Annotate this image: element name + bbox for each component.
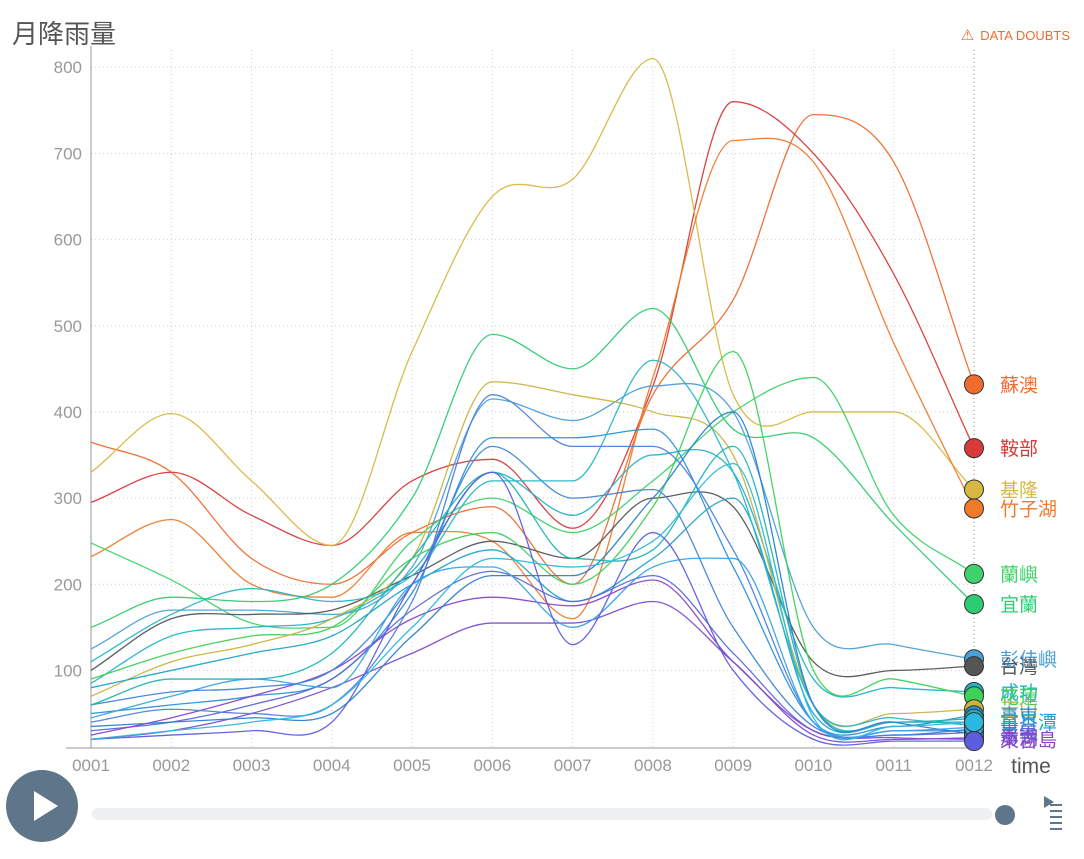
series-line[interactable] [90,445,975,739]
x-tick-label: 0006 [473,756,511,775]
y-tick-label: 200 [54,575,82,594]
x-tick-label: 0003 [233,756,271,775]
series-end-marker[interactable] [964,563,984,584]
series-label[interactable]: 嘉義 [1000,722,1038,744]
series-line[interactable] [90,137,975,620]
axes: 100 200 300 400 500 600 700 800 0001 0002 0003 0004… [54,46,1051,778]
series-line[interactable] [90,350,975,697]
series-line[interactable] [90,113,975,585]
x-axis-label: time [1011,755,1051,778]
series-end-marker[interactable] [964,438,984,459]
series-end-marker[interactable] [964,731,984,752]
series-line[interactable] [90,359,975,727]
y-tick-label: 100 [54,661,82,680]
series-label[interactable]: 竹子湖 [1000,498,1057,520]
series-end-marker[interactable] [964,498,984,519]
series-line[interactable] [90,600,975,743]
series-end-marker[interactable] [964,374,984,395]
series-label[interactable]: 東吉島 [1000,729,1057,751]
series-end-marker[interactable] [964,712,984,733]
end-markers [964,374,984,752]
series-label[interactable]: 宜蘭 [1000,594,1038,616]
series-label[interactable]: 台灣 [1000,656,1038,678]
series-end-marker[interactable] [964,479,984,500]
series-lines [90,57,975,746]
series-line[interactable] [90,381,975,728]
series-line[interactable] [90,445,975,732]
series-line[interactable] [90,394,974,739]
series-end-marker[interactable] [964,594,984,615]
play-button[interactable] [6,770,78,842]
y-tick-label: 500 [54,317,82,336]
series-line[interactable] [90,57,975,547]
series-line[interactable] [90,411,975,735]
y-tick-label: 700 [54,144,82,163]
x-tick-label: 0001 [72,756,110,775]
series-label[interactable]: 臺東 [1000,705,1038,727]
x-tick-label: 0011 [875,756,912,775]
series-label[interactable]: 玉山 [1000,699,1038,721]
series-label[interactable]: 成功 [1000,682,1038,704]
series-label[interactable]: 澎湖 [1000,728,1038,750]
y-tick-label: 800 [54,58,82,77]
x-tick-label: 0010 [795,756,833,775]
series-label[interactable]: 鞍部 [1000,438,1038,460]
series-line[interactable] [90,471,974,746]
series-line[interactable] [90,307,975,628]
data-doubts-link[interactable]: ⚠ DATA DOUBTS [961,26,1070,44]
series-line[interactable] [90,497,974,734]
x-tick-label: 0004 [313,756,351,775]
time-slider-handle[interactable] [995,805,1015,825]
series-line[interactable] [90,376,975,629]
x-tick-label: 0012 [955,756,993,775]
warning-triangle-icon: ⚠ [960,27,975,44]
y-tick-label: 400 [54,403,82,422]
series-line[interactable] [90,491,975,678]
series-label[interactable]: 蘇澳 [1000,374,1038,396]
x-tick-label: 0008 [634,756,672,775]
series-end-marker[interactable] [964,656,984,677]
series-line[interactable] [90,462,975,741]
x-tick-label: 0002 [152,756,190,775]
series-line[interactable] [90,382,975,660]
play-icon [34,791,58,821]
series-line[interactable] [90,449,975,698]
speed-control-icon[interactable] [1044,796,1062,836]
series-line[interactable] [90,557,975,739]
grid [90,50,975,748]
x-tick-label: 0005 [393,756,431,775]
y-tick-label: 600 [54,231,82,250]
y-tick-label: 300 [54,489,82,508]
series-label[interactable]: 基隆 [1000,479,1038,501]
data-doubts-label: DATA DOUBTS [980,27,1070,43]
series-line[interactable] [90,579,975,741]
x-tick-label: 0009 [714,756,752,775]
series-label[interactable]: 彭佳嶼 [1000,649,1057,671]
chart-title: 月降雨量 [12,20,117,50]
series-label[interactable]: 日月潭 [1000,712,1057,734]
series-label[interactable]: 蘭嶼 [1000,564,1038,586]
x-tick-label: 0007 [554,756,592,775]
series-label[interactable]: 花蓮 [1000,686,1038,708]
series-line[interactable] [90,101,975,547]
time-slider-track[interactable] [92,808,992,820]
